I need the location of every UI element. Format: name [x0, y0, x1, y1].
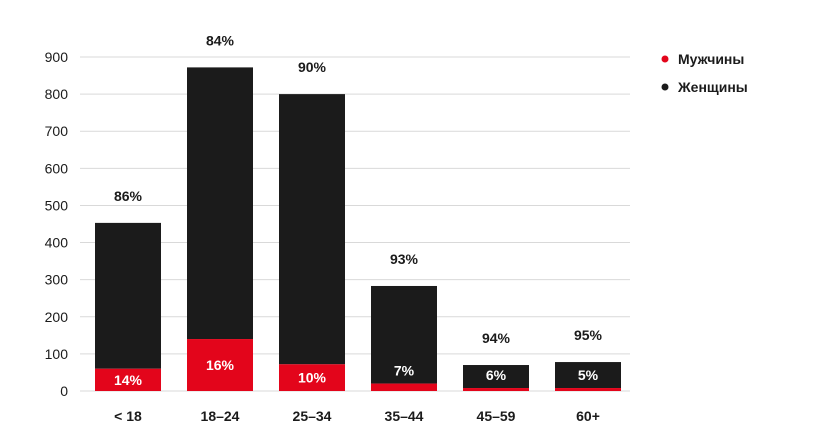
- bar-segment-male: [555, 388, 621, 391]
- bar-segment-male: [371, 383, 437, 391]
- x-category-label: 25–34: [293, 408, 332, 424]
- female-percent-label: 86%: [114, 188, 143, 204]
- x-axis: < 18 18–24 25–34 35–44 45–59 60+: [114, 408, 600, 424]
- bars: 86% 14% 84% 16% 90% 10% 93% 7% 94% 6% 95% 5%: [95, 32, 621, 391]
- x-category-label: < 18: [114, 408, 142, 424]
- male-percent-label: 16%: [206, 357, 235, 373]
- female-percent-label: 95%: [574, 327, 603, 343]
- y-tick-label: 500: [45, 197, 69, 213]
- bar-segment-female: [187, 67, 253, 340]
- female-percent-label: 84%: [206, 32, 235, 48]
- male-percent-label: 14%: [114, 372, 143, 388]
- bar-segment-female: [279, 94, 345, 365]
- x-category-label: 18–24: [201, 408, 240, 424]
- male-percent-label: 10%: [298, 370, 327, 386]
- male-percent-label: 7%: [394, 363, 415, 379]
- bar-segment-female: [95, 222, 161, 369]
- x-category-label: 60+: [576, 408, 600, 424]
- y-tick-label: 900: [45, 49, 69, 65]
- female-percent-label: 94%: [482, 330, 511, 346]
- y-tick-label: 300: [45, 272, 69, 288]
- bar-segment-female: [463, 365, 529, 389]
- x-category-label: 45–59: [477, 408, 516, 424]
- male-percent-label: 5%: [578, 367, 599, 383]
- bar-segment-male: [95, 368, 161, 391]
- y-tick-label: 200: [45, 309, 69, 325]
- bar-segment-male: [187, 339, 253, 391]
- male-percent-label: 6%: [486, 367, 507, 383]
- y-tick-label: 700: [45, 123, 69, 139]
- y-tick-label: 800: [45, 86, 69, 102]
- y-tick-label: 100: [45, 346, 69, 362]
- bar-segment-male: [463, 388, 529, 391]
- legend: Мужчины Женщины: [661, 51, 748, 95]
- legend-label: Женщины: [677, 79, 748, 95]
- x-category-label: 35–44: [385, 408, 424, 424]
- gridlines: [80, 56, 630, 392]
- y-tick-label: 0: [60, 383, 68, 399]
- legend-marker: [661, 83, 669, 91]
- bar-segment-female: [555, 362, 621, 389]
- female-percent-label: 93%: [390, 251, 419, 267]
- y-tick-label: 400: [45, 235, 69, 251]
- female-percent-label: 90%: [298, 59, 327, 75]
- legend-marker: [661, 55, 669, 63]
- bar-segment-female: [371, 285, 437, 384]
- bar-segment-male: [279, 364, 345, 391]
- y-axis: 0 100 200 300 400 500 600 700 800 900: [45, 49, 69, 399]
- legend-label: Мужчины: [678, 51, 744, 67]
- y-tick-label: 600: [45, 160, 69, 176]
